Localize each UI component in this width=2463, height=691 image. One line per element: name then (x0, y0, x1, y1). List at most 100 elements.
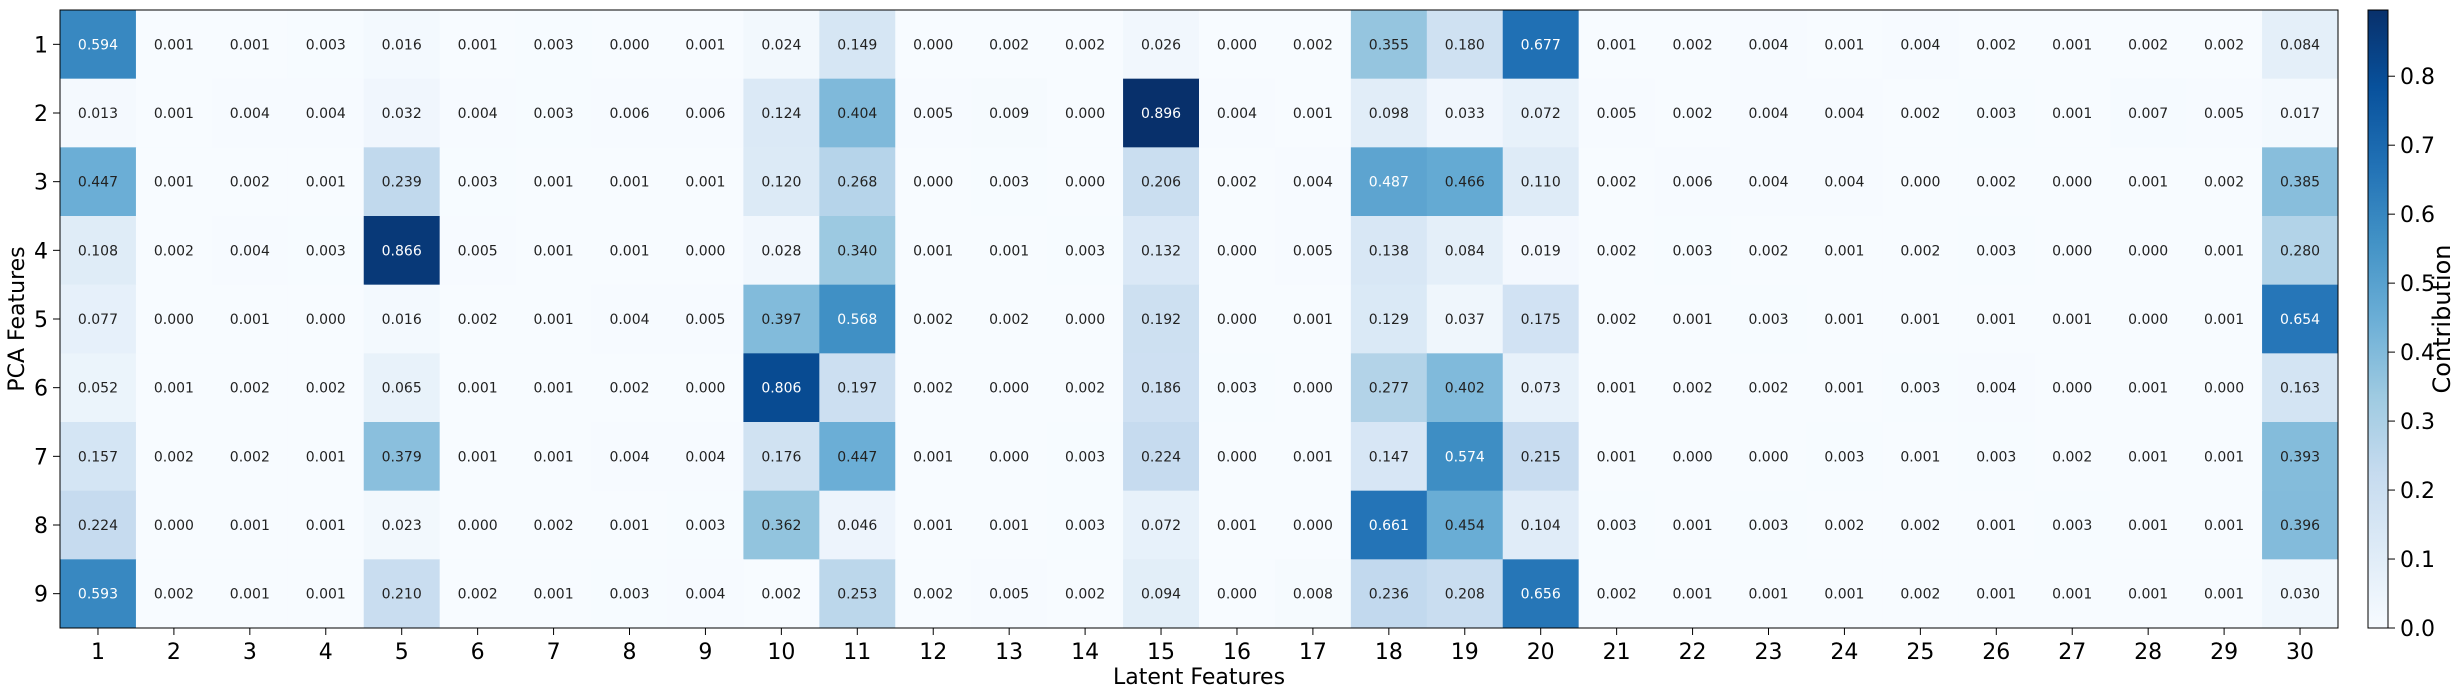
heatmap-cell (1047, 353, 1124, 423)
cell-value-label: 0.268 (837, 175, 877, 191)
cell-value-label: 0.002 (1673, 106, 1713, 122)
heatmap-cell (591, 10, 668, 80)
colorbar-tick-label: 0.1 (2400, 548, 2435, 573)
cell-value-label: 0.120 (761, 175, 801, 191)
heatmap-cell (1047, 490, 1124, 560)
cell-value-label: 0.000 (1065, 106, 1105, 122)
heatmap-cell (1578, 10, 1656, 80)
heatmap-cell (971, 216, 1048, 286)
heatmap-cell (287, 353, 365, 423)
cell-value-label: 0.002 (1065, 381, 1105, 397)
heatmap-cell (1882, 216, 1959, 286)
heatmap-cell (287, 422, 365, 492)
x-tick-label: 24 (1830, 640, 1858, 665)
cell-value-label: 0.001 (458, 449, 498, 465)
cell-value-label: 0.003 (1976, 106, 2016, 122)
cell-value-label: 0.224 (78, 518, 118, 534)
heatmap-cell (211, 147, 289, 217)
heatmap-cell (1123, 216, 1200, 286)
heatmap-cell (1958, 490, 2035, 560)
cell-value-label: 0.001 (306, 587, 346, 603)
heatmap-cell (439, 422, 517, 492)
x-tick-label: 15 (1147, 640, 1175, 665)
cell-value-label: 0.000 (913, 175, 953, 191)
heatmap-cell (1654, 490, 1732, 560)
colorbar-tick-label: 0.7 (2400, 134, 2435, 159)
x-tick-label: 8 (623, 640, 637, 665)
heatmap-cell (1123, 559, 1200, 629)
cell-value-label: 0.001 (609, 243, 649, 259)
cell-value-label: 0.000 (685, 243, 725, 259)
heatmap-cell (135, 284, 213, 354)
heatmap-cell (1274, 216, 1352, 286)
heatmap-cell (1274, 284, 1352, 354)
cell-value-label: 0.001 (2128, 449, 2168, 465)
cell-value-label: 0.004 (609, 449, 649, 465)
heatmap-cell (1199, 559, 1276, 629)
heatmap-cell (1958, 353, 2035, 423)
cell-value-label: 0.001 (2204, 243, 2244, 259)
cell-value-label: 0.013 (78, 106, 118, 122)
heatmap-cell (135, 78, 213, 148)
cell-value-label: 0.001 (306, 449, 346, 465)
cell-value-label: 0.003 (1217, 381, 1257, 397)
heatmap-cell (591, 353, 668, 423)
cell-value-label: 0.002 (761, 587, 801, 603)
x-tick-label: 21 (1603, 640, 1631, 665)
cell-value-label: 0.003 (534, 37, 574, 53)
heatmap-cell (1958, 284, 2035, 354)
x-tick-label: 12 (919, 640, 947, 665)
x-tick-label: 27 (2058, 640, 2086, 665)
cell-value-label: 0.447 (78, 175, 118, 191)
cell-value-label: 0.129 (1369, 312, 1409, 328)
cell-value-label: 0.084 (2280, 37, 2320, 53)
cell-value-label: 0.001 (1293, 449, 1333, 465)
cell-value-label: 0.001 (2204, 518, 2244, 534)
cell-value-label: 0.002 (1900, 106, 1940, 122)
cell-value-label: 0.447 (837, 449, 877, 465)
cell-value-label: 0.000 (1748, 449, 1788, 465)
heatmap-cell (1123, 10, 1200, 80)
heatmap-cell (1654, 147, 1732, 217)
heatmap-cell (1806, 78, 1883, 148)
heatmap-cell (515, 10, 593, 80)
cell-value-label: 0.032 (382, 106, 422, 122)
colorbar-tick-label: 0.6 (2400, 203, 2435, 228)
heatmap-cell (135, 353, 213, 423)
cell-value-label: 0.001 (2052, 106, 2092, 122)
heatmap-cell (667, 422, 744, 492)
cell-value-label: 0.568 (837, 312, 877, 328)
cell-value-label: 0.163 (2280, 381, 2320, 397)
heatmap-cell (2110, 284, 2187, 354)
cell-value-label: 0.186 (1141, 381, 1181, 397)
heatmap-cell (1958, 422, 2035, 492)
cell-value-label: 0.000 (154, 518, 194, 534)
cell-value-label: 0.004 (306, 106, 346, 122)
cell-value-label: 0.000 (1217, 37, 1257, 53)
heatmap-cell (211, 559, 289, 629)
cell-value-label: 0.000 (1900, 175, 1940, 191)
cell-value-label: 0.003 (609, 587, 649, 603)
heatmap-cell (1502, 216, 1580, 286)
heatmap-cell (363, 284, 441, 354)
cell-value-label: 0.003 (1748, 312, 1788, 328)
colorbar-tick-label: 0.5 (2400, 272, 2435, 297)
cell-value-label: 0.001 (1673, 518, 1713, 534)
cell-value-label: 0.002 (230, 381, 270, 397)
heatmap-cell (667, 147, 744, 217)
heatmap-cell (743, 147, 820, 217)
y-tick-label: 3 (34, 171, 48, 196)
heatmap-cell (667, 10, 744, 80)
cell-value-label: 0.001 (2204, 587, 2244, 603)
heatmap-cell (60, 147, 137, 217)
cell-value-label: 0.280 (2280, 243, 2320, 259)
heatmap-cell (1047, 147, 1124, 217)
cell-value-label: 0.236 (1369, 587, 1409, 603)
colorbar-tick-label: 0.2 (2400, 479, 2435, 504)
cell-value-label: 0.896 (1141, 106, 1181, 122)
cell-value-label: 0.004 (1748, 37, 1788, 53)
cell-value-label: 0.000 (1065, 175, 1105, 191)
cell-value-label: 0.000 (2052, 243, 2092, 259)
heatmap-cell (1806, 490, 1883, 560)
